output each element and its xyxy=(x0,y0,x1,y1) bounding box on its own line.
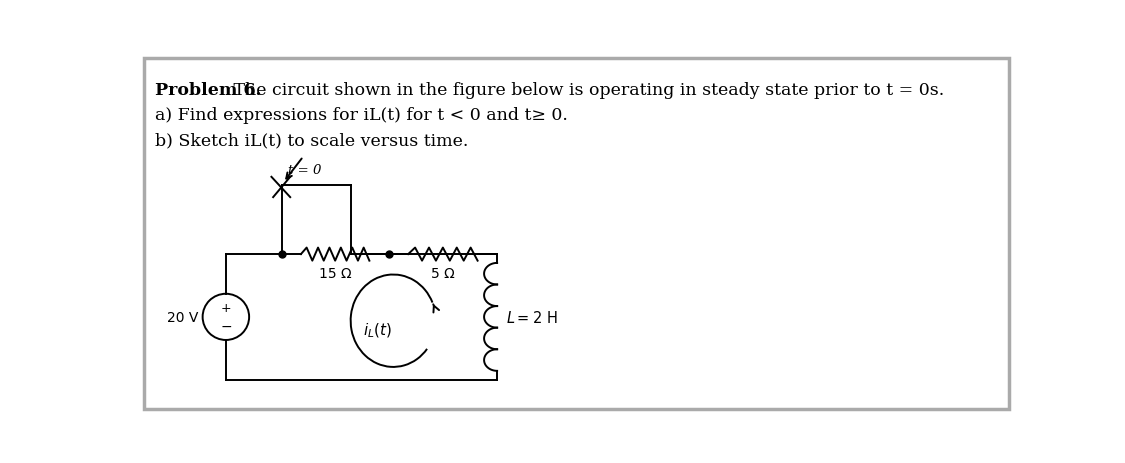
Text: $L = 2$ H: $L = 2$ H xyxy=(506,309,558,325)
Text: 5 Ω: 5 Ω xyxy=(431,267,454,281)
Text: a) Find expressions for iL(t) for t < 0 and t≥ 0.: a) Find expressions for iL(t) for t < 0 … xyxy=(154,107,567,124)
Text: 15 Ω: 15 Ω xyxy=(318,267,351,281)
FancyBboxPatch shape xyxy=(144,59,1009,409)
Text: t = 0: t = 0 xyxy=(288,163,322,176)
Text: Problem 6.: Problem 6. xyxy=(154,81,261,99)
Text: 20 V: 20 V xyxy=(168,310,199,324)
Text: −: − xyxy=(220,319,232,333)
Text: $i_L(t)$: $i_L(t)$ xyxy=(363,321,393,339)
Text: b) Sketch iL(t) to scale versus time.: b) Sketch iL(t) to scale versus time. xyxy=(154,131,468,149)
Text: +: + xyxy=(220,301,232,314)
Text: The circuit shown in the figure below is operating in steady state prior to t = : The circuit shown in the figure below is… xyxy=(228,81,945,99)
